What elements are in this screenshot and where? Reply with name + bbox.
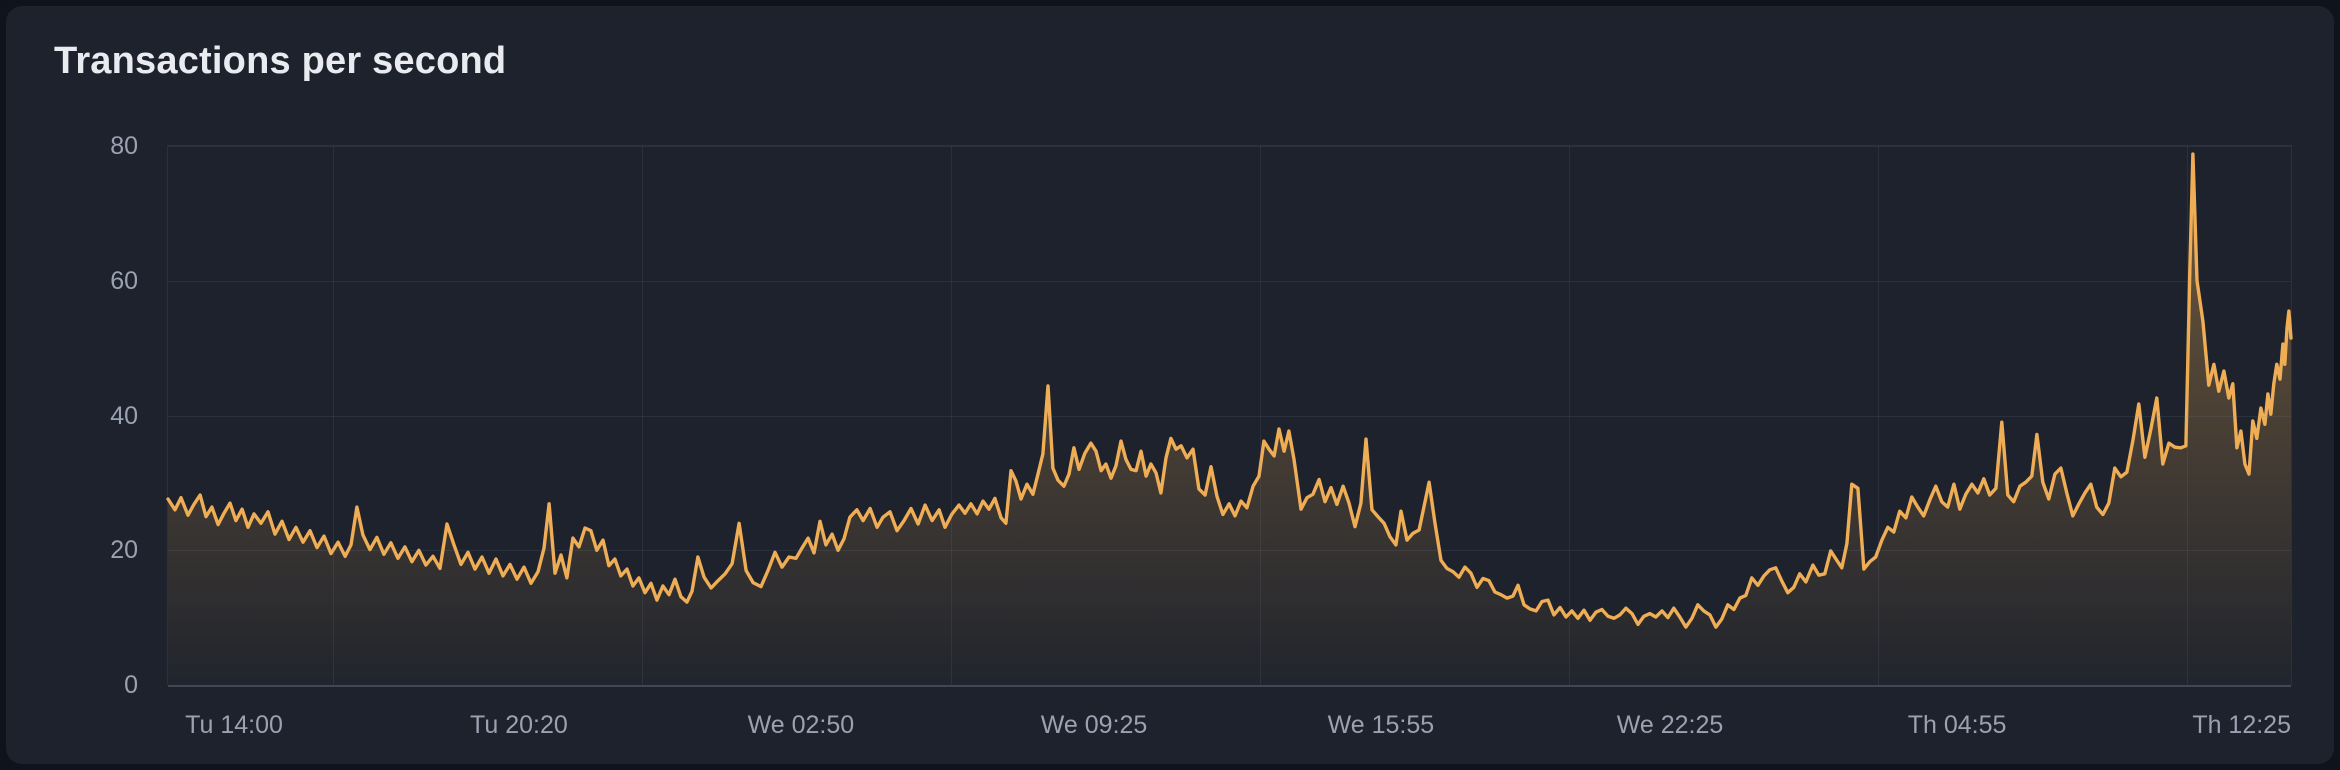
series-area-fill <box>168 154 2291 686</box>
y-tick-label-20: 20 <box>110 536 138 565</box>
gridline-x-5 <box>1878 146 1880 685</box>
chart-plot-area[interactable]: 80 60 40 20 0 Tu 14:00 Tu 20:20 We 02:50 We 09:… <box>110 132 2293 739</box>
gridline-y-0 <box>168 685 2291 687</box>
gridline-x-3 <box>1260 146 1262 685</box>
gridline-x-0 <box>332 146 334 685</box>
tps-chart-panel: Transactions per second 80 60 40 20 0 Tu 14:… <box>6 6 2334 764</box>
panel-title: Transactions per second <box>54 40 507 82</box>
gridline-y-80 <box>168 146 2291 147</box>
x-tick-label-7: Th 12:25 <box>2192 711 2291 739</box>
x-tick-label-5: We 22:25 <box>1616 711 1724 739</box>
y-tick-label-40: 40 <box>110 401 138 430</box>
y-tick-label-0: 0 <box>124 671 138 699</box>
x-tick-label-6: Th 04:55 <box>1907 711 2007 739</box>
gridline-y-20 <box>168 550 2291 552</box>
x-tick-label-0: Tu 14:00 <box>185 711 283 739</box>
gridline-y-40 <box>168 415 2291 417</box>
y-tick-label-60: 60 <box>110 266 138 295</box>
series-line <box>166 152 2293 629</box>
x-tick-label-3: We 09:25 <box>1040 711 1148 739</box>
x-tick-label-4: We 15:55 <box>1327 711 1435 739</box>
gridline-y-60 <box>168 280 2291 282</box>
gridline-x-2 <box>950 146 952 685</box>
gridline-x-1 <box>642 146 644 685</box>
gridline-x-4 <box>1568 146 1570 685</box>
gridline-x-6 <box>2186 146 2188 685</box>
x-tick-label-2: We 02:50 <box>747 711 855 739</box>
tps-area-chart <box>166 152 2293 686</box>
x-tick-label-1: Tu 20:20 <box>470 711 568 739</box>
y-tick-label-80: 80 <box>110 132 138 160</box>
